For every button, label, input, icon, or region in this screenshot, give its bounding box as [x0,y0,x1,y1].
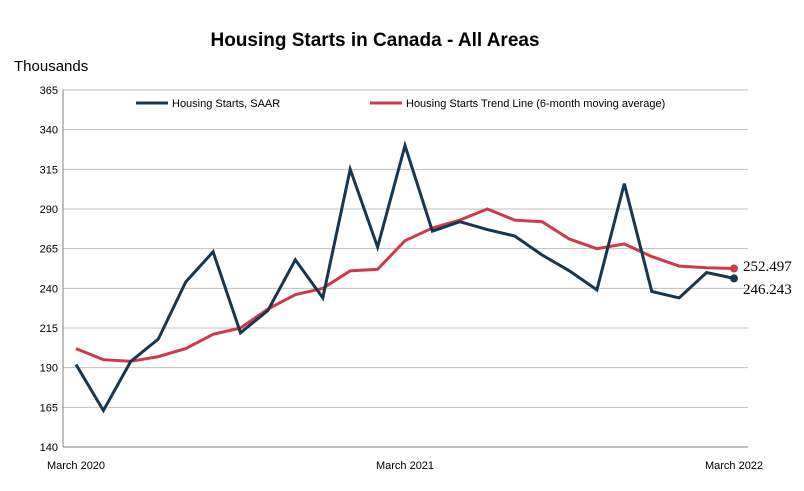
y-tick-label: 315 [40,164,58,176]
y-tick-label: 215 [40,323,58,335]
x-tick-labels: March 2020 March 2021 March 2022 [47,460,763,472]
y-tick-label: 140 [40,442,58,454]
y-tick-label: 365 [40,85,58,97]
series-line-trend [75,207,735,363]
x-tick-label: March 2020 [47,460,105,472]
y-tick-label: 340 [40,125,58,137]
legend-label-trend: Housing Starts Trend Line (6-month movin… [406,98,665,110]
end-marker-trend [730,264,738,273]
y-tick-labels: 140 165 190 215 240 265 290 315 340 365 [40,85,58,454]
x-tick-label: March 2021 [376,460,434,472]
gridlines [63,89,748,408]
chart-title: Housing Starts in Canada - All Areas [210,30,540,51]
y-tick-label: 265 [40,244,58,256]
y-tick-label: 165 [40,402,58,414]
y-tick-label: 290 [40,204,58,216]
series-line-actual [74,140,735,414]
series-lines [74,140,738,414]
end-label-actual: 246.243 [743,282,792,298]
end-label-trend: 252.497 [743,259,792,275]
legend-label-actual: Housing Starts, SAAR [172,98,280,110]
axes [62,90,748,448]
legend: Housing Starts, SAAR Housing Starts Tren… [136,98,665,110]
y-tick-label: 240 [40,283,58,295]
y-tick-label: 190 [40,363,58,375]
end-labels: 252.497 246.243 [743,259,792,298]
end-marker-actual [730,274,738,283]
y-axis-unit-label: Thousands [14,58,89,75]
x-tick-label: March 2022 [705,460,763,472]
